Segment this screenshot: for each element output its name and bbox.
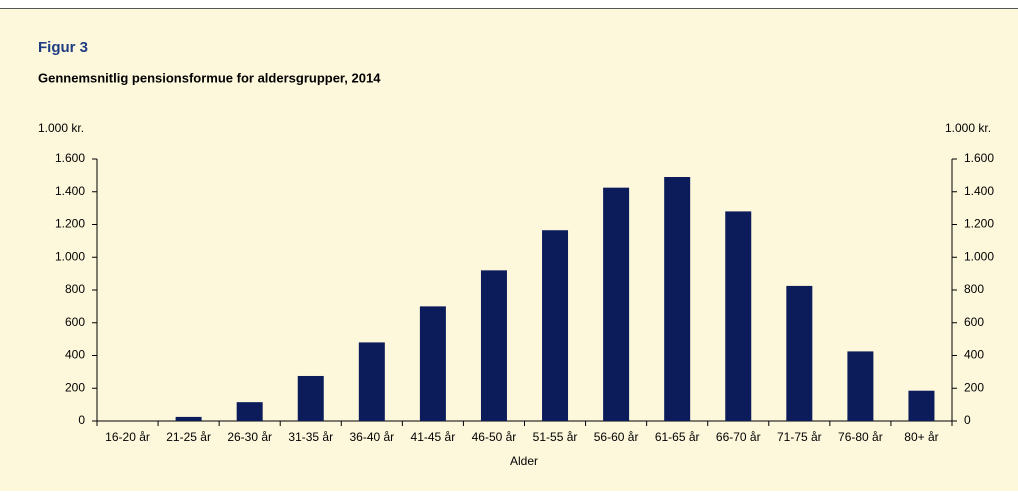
- bar: [175, 416, 202, 421]
- y-tick-label: 800: [65, 282, 85, 296]
- y2-tick-label: 1.000: [964, 249, 994, 263]
- x-tick-label: 46-50 år: [472, 430, 517, 444]
- y-tick-label: 1.600: [55, 151, 85, 165]
- y-tick-label: 0: [78, 413, 85, 427]
- bar: [908, 390, 935, 421]
- bar: [297, 375, 324, 421]
- y-tick-label: 1.200: [55, 217, 85, 231]
- x-tick-label: 41-45 år: [411, 430, 456, 444]
- y-tick-label: 1.400: [55, 184, 85, 198]
- x-tick-label: 36-40 år: [349, 430, 394, 444]
- bar: [786, 285, 813, 421]
- x-tick-label: 66-70 år: [716, 430, 761, 444]
- y2-tick-label: 200: [964, 380, 984, 394]
- bar: [847, 351, 874, 421]
- y2-tick-label: 800: [964, 282, 984, 296]
- bar: [480, 270, 507, 421]
- y2-tick-label: 600: [964, 315, 984, 329]
- bar: [542, 230, 569, 421]
- x-tick-label: 51-55 år: [533, 430, 578, 444]
- chart-title: Gennemsnitlig pensionsformue for aldersg…: [38, 70, 381, 85]
- x-tick-label: 80+ år: [904, 430, 938, 444]
- y-tick-label: 1.000: [55, 249, 85, 263]
- bar: [358, 342, 385, 421]
- bar: [603, 187, 630, 421]
- x-tick-label: 61-65 år: [655, 430, 700, 444]
- y-tick-label: 400: [65, 348, 85, 362]
- x-tick-label: 76-80 år: [838, 430, 883, 444]
- y2-tick-label: 0: [964, 413, 971, 427]
- y2-tick-label: 1.200: [964, 217, 994, 231]
- bar: [236, 402, 263, 421]
- bar: [725, 211, 752, 421]
- x-tick-label: 31-35 år: [288, 430, 333, 444]
- y-tick-label: 200: [65, 380, 85, 394]
- x-tick-label: 71-75 år: [777, 430, 822, 444]
- y2-tick-label: 1.600: [964, 151, 994, 165]
- x-axis-label: Alder: [510, 454, 538, 468]
- x-tick-label: 21-25 år: [166, 430, 211, 444]
- x-tick-label: 16-20 år: [105, 430, 150, 444]
- x-tick-label: 26-30 år: [227, 430, 272, 444]
- bar: [664, 177, 691, 421]
- x-tick-label: 56-60 år: [594, 430, 639, 444]
- y2-unit: 1.000 kr.: [945, 121, 991, 135]
- y-tick-label: 600: [65, 315, 85, 329]
- y2-tick-label: 1.400: [964, 184, 994, 198]
- y2-tick-label: 400: [964, 348, 984, 362]
- bar: [419, 306, 446, 421]
- y-unit: 1.000 kr.: [38, 121, 84, 135]
- figure-label: Figur 3: [38, 39, 88, 56]
